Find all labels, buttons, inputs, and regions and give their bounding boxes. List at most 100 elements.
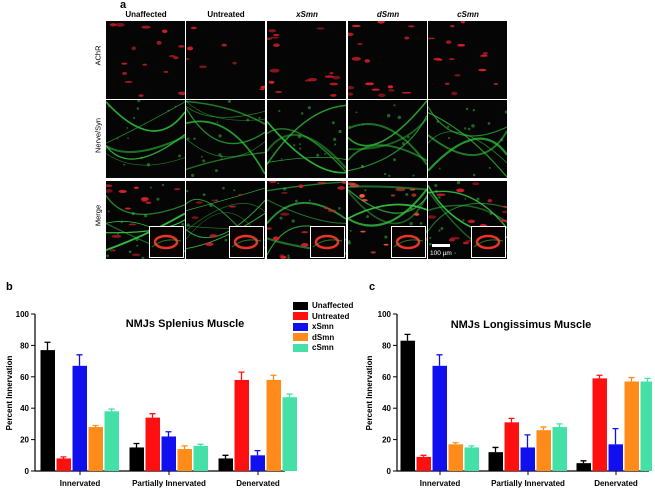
row-label-nerve-syn: Nerve/Syn	[93, 118, 103, 154]
micrograph-merge-3	[348, 181, 427, 259]
error-bar	[436, 354, 443, 366]
micrograph-nerve-syn-2	[267, 100, 346, 178]
error-bar	[540, 426, 547, 431]
error-bar	[628, 376, 635, 382]
micrograph-achr-1	[186, 21, 265, 99]
error-bar	[420, 454, 427, 457]
row-label-achr: AChR	[93, 45, 103, 66]
column-header-csmn: cSmn	[457, 10, 479, 19]
micrograph-merge-4	[428, 181, 507, 259]
legend-item-dsmn: dSmn	[293, 329, 334, 342]
micrograph-achr-2	[267, 21, 346, 99]
legend-label: cSmn	[312, 343, 334, 353]
bar-unaffected-partially-innervated	[488, 452, 503, 471]
bar-csmn-denervated	[282, 397, 297, 471]
chart-longissimus: NMJs Longissimus Muscle Percent Innervat…	[365, 310, 652, 488]
bar-unaffected-denervated	[218, 458, 233, 471]
legend-item-csmn: cSmn	[293, 339, 334, 353]
error-bar	[492, 446, 499, 453]
x-tick-label: Innervated	[420, 479, 461, 488]
x-tick-label: Partially Innervated	[491, 479, 565, 488]
column-header-dsmn: dSmn	[376, 10, 400, 19]
error-bar	[596, 374, 603, 379]
legend-swatch	[293, 301, 308, 310]
bar-csmn-innervated	[104, 411, 119, 471]
bar-untreated-innervated	[416, 456, 431, 471]
error-bar	[644, 377, 651, 382]
bar-dsmn-partially-innervated	[177, 449, 192, 471]
y-tick-label: 80	[20, 341, 29, 350]
scale-bar-label: 100 µm	[430, 250, 452, 257]
chart-splenius: NMJs Splenius Muscle Percent Innervation…	[5, 310, 297, 488]
error-bar	[612, 427, 619, 445]
error-bar	[238, 371, 245, 380]
x-tick-label: Denervated	[594, 479, 638, 488]
bar-xsmn-denervated	[608, 444, 623, 471]
bar-dsmn-innervated	[448, 444, 463, 471]
y-tick-label: 20	[20, 436, 29, 445]
error-bar	[270, 374, 277, 380]
column-header-unaffected: Unaffected	[125, 10, 167, 19]
column-header-untreated: Untreated	[207, 10, 245, 19]
panel-c-letter: c	[369, 281, 376, 293]
micrograph-merge-2	[267, 181, 346, 259]
error-bar	[133, 442, 140, 448]
micrograph-inset	[149, 226, 184, 258]
micrograph-nerve-syn-0	[106, 100, 185, 178]
bar-xsmn-innervated	[72, 365, 87, 471]
micrograph-merge-0	[106, 181, 185, 259]
bar-unaffected-denervated	[576, 463, 591, 471]
x-tick-label: Innervated	[60, 479, 101, 488]
y-tick-label: 0	[25, 467, 30, 476]
chart-b-title: NMJs Splenius Muscle	[126, 318, 245, 330]
bar-dsmn-partially-innervated	[536, 430, 551, 471]
bar-untreated-denervated	[592, 378, 607, 471]
bar-csmn-partially-innervated	[193, 445, 208, 471]
legend-label: xSmn	[312, 322, 334, 332]
micrograph-nerve-syn-1	[186, 100, 265, 178]
legend-swatch	[293, 322, 308, 331]
legend-item-untreated: Untreated	[293, 308, 350, 321]
bar-untreated-partially-innervated	[504, 422, 519, 471]
chart-c-title: NMJs Longissimus Muscle	[451, 319, 592, 331]
micrograph-inset	[310, 226, 345, 258]
bar-unaffected-partially-innervated	[129, 447, 144, 471]
error-bar	[404, 333, 411, 341]
y-tick-label: 100	[378, 310, 392, 319]
error-bar	[92, 424, 99, 428]
bar-dsmn-denervated	[624, 381, 639, 471]
x-tick-label: Partially Innervated	[132, 479, 206, 488]
scale-bar	[432, 244, 450, 247]
panel-b-letter: b	[6, 281, 13, 293]
legend-swatch	[293, 343, 308, 352]
error-bar	[197, 443, 204, 446]
micrograph-achr-0	[106, 21, 185, 99]
row-label-merge: Merge	[93, 204, 103, 227]
bar-unaffected-innervated	[400, 340, 415, 471]
bar-unaffected-innervated	[40, 350, 55, 471]
y-tick-label: 20	[382, 436, 391, 445]
error-bar	[452, 442, 459, 445]
error-bar	[76, 354, 83, 366]
bar-xsmn-partially-innervated	[161, 436, 176, 471]
x-tick-label: Denervated	[236, 479, 280, 488]
legend-item-unaffected: Unaffected	[293, 297, 353, 310]
error-bar	[556, 423, 563, 428]
error-bar	[44, 341, 51, 351]
y-tick-label: 40	[382, 404, 391, 413]
error-bar	[468, 445, 475, 448]
error-bar	[580, 460, 587, 464]
chart-c-ylabel: Percent Innervation	[365, 356, 374, 431]
legend-swatch	[293, 333, 308, 342]
error-bar	[508, 417, 515, 423]
y-tick-label: 40	[20, 404, 29, 413]
bar-untreated-innervated	[56, 458, 71, 471]
legend-label: Untreated	[312, 311, 350, 321]
chart-b-ylabel: Percent Innervation	[5, 356, 14, 431]
error-bar	[165, 431, 172, 437]
bar-untreated-denervated	[234, 379, 249, 471]
y-tick-label: 60	[382, 373, 391, 382]
micrograph-nerve-syn-3	[348, 100, 427, 178]
legend-item-xsmn: xSmn	[293, 318, 334, 332]
bar-untreated-partially-innervated	[145, 417, 160, 471]
